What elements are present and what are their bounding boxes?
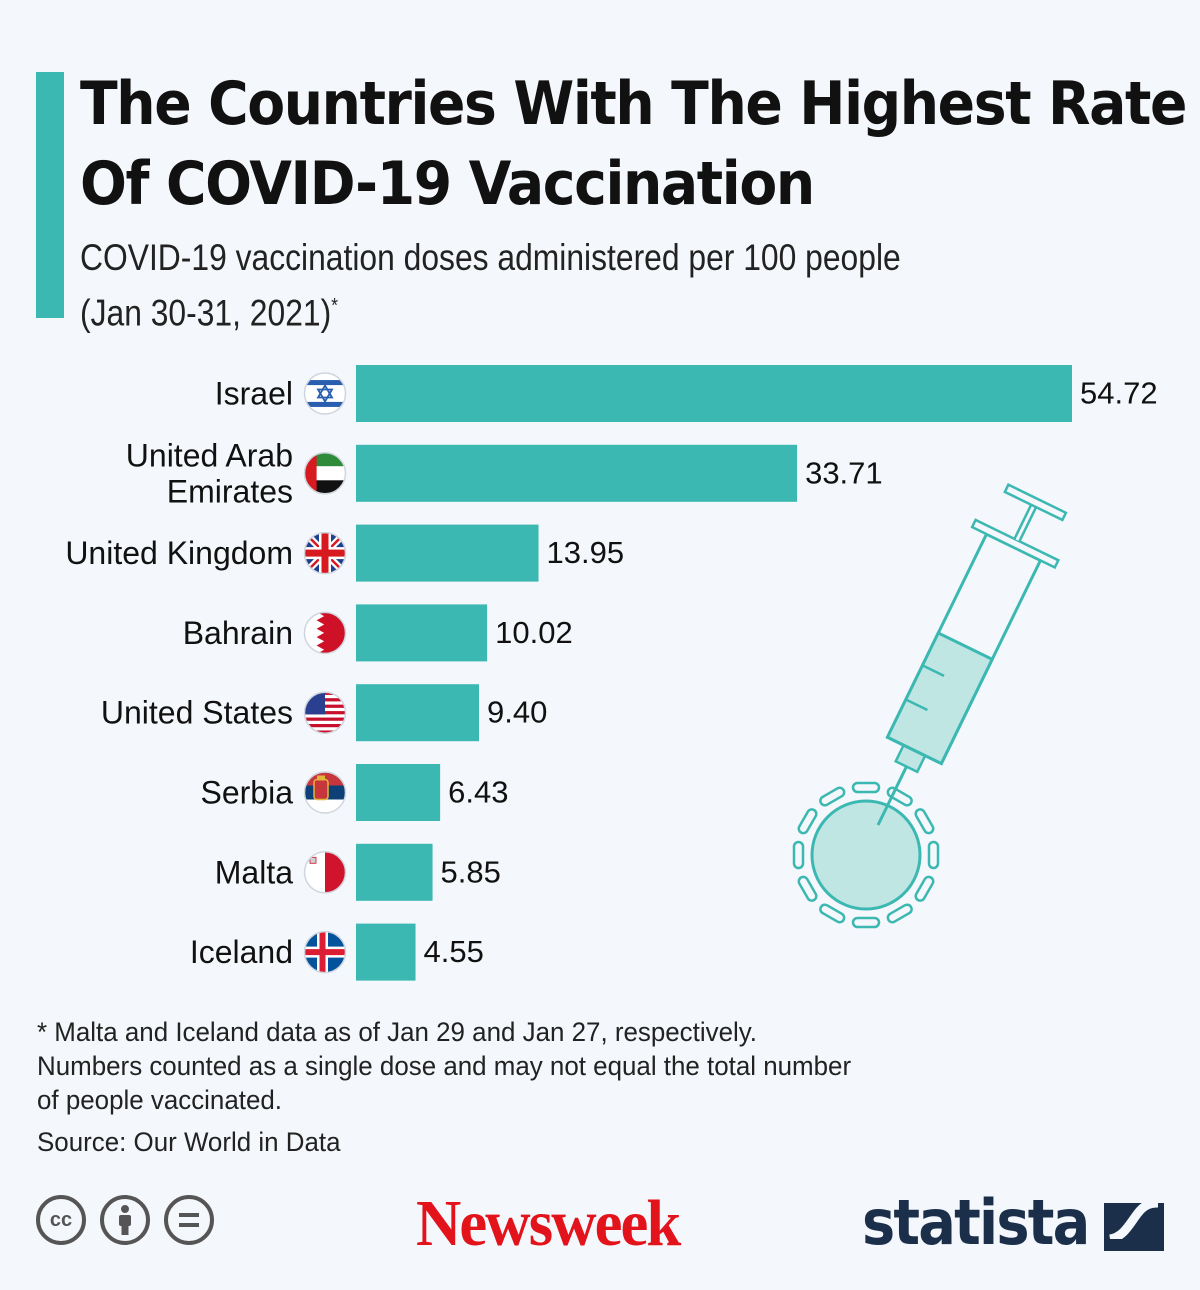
footnote: * Malta and Iceland data as of Jan 29 an… <box>37 1015 851 1117</box>
syringe-body <box>876 483 1068 826</box>
category-label-5-line-0: Serbia <box>201 775 294 811</box>
virus-cell <box>810 799 922 911</box>
value-label-2: 13.95 <box>547 535 625 570</box>
category-label-6-line-0: Malta <box>215 854 293 890</box>
bar-6 <box>356 843 433 901</box>
chart-title: The Countries With The Highest Rate Of C… <box>80 64 1187 224</box>
bar-3 <box>356 604 488 662</box>
bar-7 <box>356 923 416 981</box>
value-label-6: 5.85 <box>441 854 501 889</box>
cc-icon[interactable]: cc <box>36 1195 86 1245</box>
malta-flag-icon <box>303 851 347 894</box>
bar-0 <box>356 365 1072 422</box>
subtitle-date: (Jan 30-31, 2021) <box>80 292 332 334</box>
chart-title-line-2: Of COVID-19 Vaccination <box>80 149 815 219</box>
uk-flag-icon <box>303 531 347 575</box>
syringe-illustration <box>792 483 1068 929</box>
chart-subtitle: COVID-19 vaccination doses administered … <box>80 234 901 337</box>
virus-spikes <box>792 781 940 929</box>
statista-mark-icon <box>1104 1193 1164 1251</box>
category-label-7-line-0: Iceland <box>190 934 293 970</box>
bar-5 <box>356 764 441 821</box>
attribution-icon[interactable] <box>100 1195 150 1245</box>
category-label-4: United States <box>101 695 293 731</box>
bar-4 <box>356 684 479 742</box>
value-label-5: 6.43 <box>448 775 508 810</box>
category-label-2: United Kingdom <box>65 535 293 571</box>
value-label-4: 9.40 <box>487 695 547 730</box>
value-label-3: 10.02 <box>495 615 573 650</box>
footnote-line-3: of people vaccinated. <box>37 1085 282 1115</box>
bar-2 <box>356 524 539 582</box>
footnote-line-2: Numbers counted as a single dose and may… <box>37 1051 852 1081</box>
no-derivatives-icon[interactable] <box>164 1195 214 1245</box>
newsweek-logo[interactable]: Newsweek <box>416 1187 681 1260</box>
category-label-3: Bahrain <box>183 615 293 651</box>
category-label-7: Iceland <box>190 934 293 970</box>
category-label-3-line-0: Bahrain <box>183 615 293 651</box>
chart-title-line-1: The Countries With The Highest Rate <box>80 69 1187 139</box>
uae-flag-icon <box>303 452 347 495</box>
value-label-0: 54.72 <box>1080 376 1158 411</box>
value-label-7: 4.55 <box>424 934 484 969</box>
chart-subtitle-line-1: COVID-19 vaccination doses administered … <box>80 237 901 278</box>
bahrain-flag-icon <box>303 611 347 655</box>
category-label-6: Malta <box>215 854 293 890</box>
category-label-2-line-0: United Kingdom <box>65 535 293 571</box>
category-label-1-line-0: United Arab <box>126 437 293 473</box>
category-label-4-line-0: United States <box>101 695 293 731</box>
usa-flag-icon <box>303 691 347 734</box>
source-note: Source: Our World in Data <box>37 1127 341 1157</box>
license-icons: cc <box>36 1195 214 1245</box>
subtitle-footnote-mark: * <box>331 295 338 317</box>
bar-1 <box>356 444 798 502</box>
iceland-flag-icon <box>303 930 347 974</box>
value-label-1: 33.71 <box>805 455 883 490</box>
statista-logo[interactable]: statista <box>862 1186 1090 1259</box>
israel-flag-icon <box>303 372 347 415</box>
category-label-0-line-0: Israel <box>215 376 293 412</box>
footnote-line-1: * Malta and Iceland data as of Jan 29 an… <box>37 1017 757 1047</box>
chart-subtitle-line-2: (Jan 30-31, 2021)* <box>80 282 901 337</box>
serbia-flag-icon <box>303 771 347 814</box>
category-label-5: Serbia <box>201 775 294 811</box>
title-accent-bar <box>36 72 64 318</box>
category-label-1-line-1: Emirates <box>167 473 293 509</box>
category-label-0: Israel <box>215 376 293 412</box>
